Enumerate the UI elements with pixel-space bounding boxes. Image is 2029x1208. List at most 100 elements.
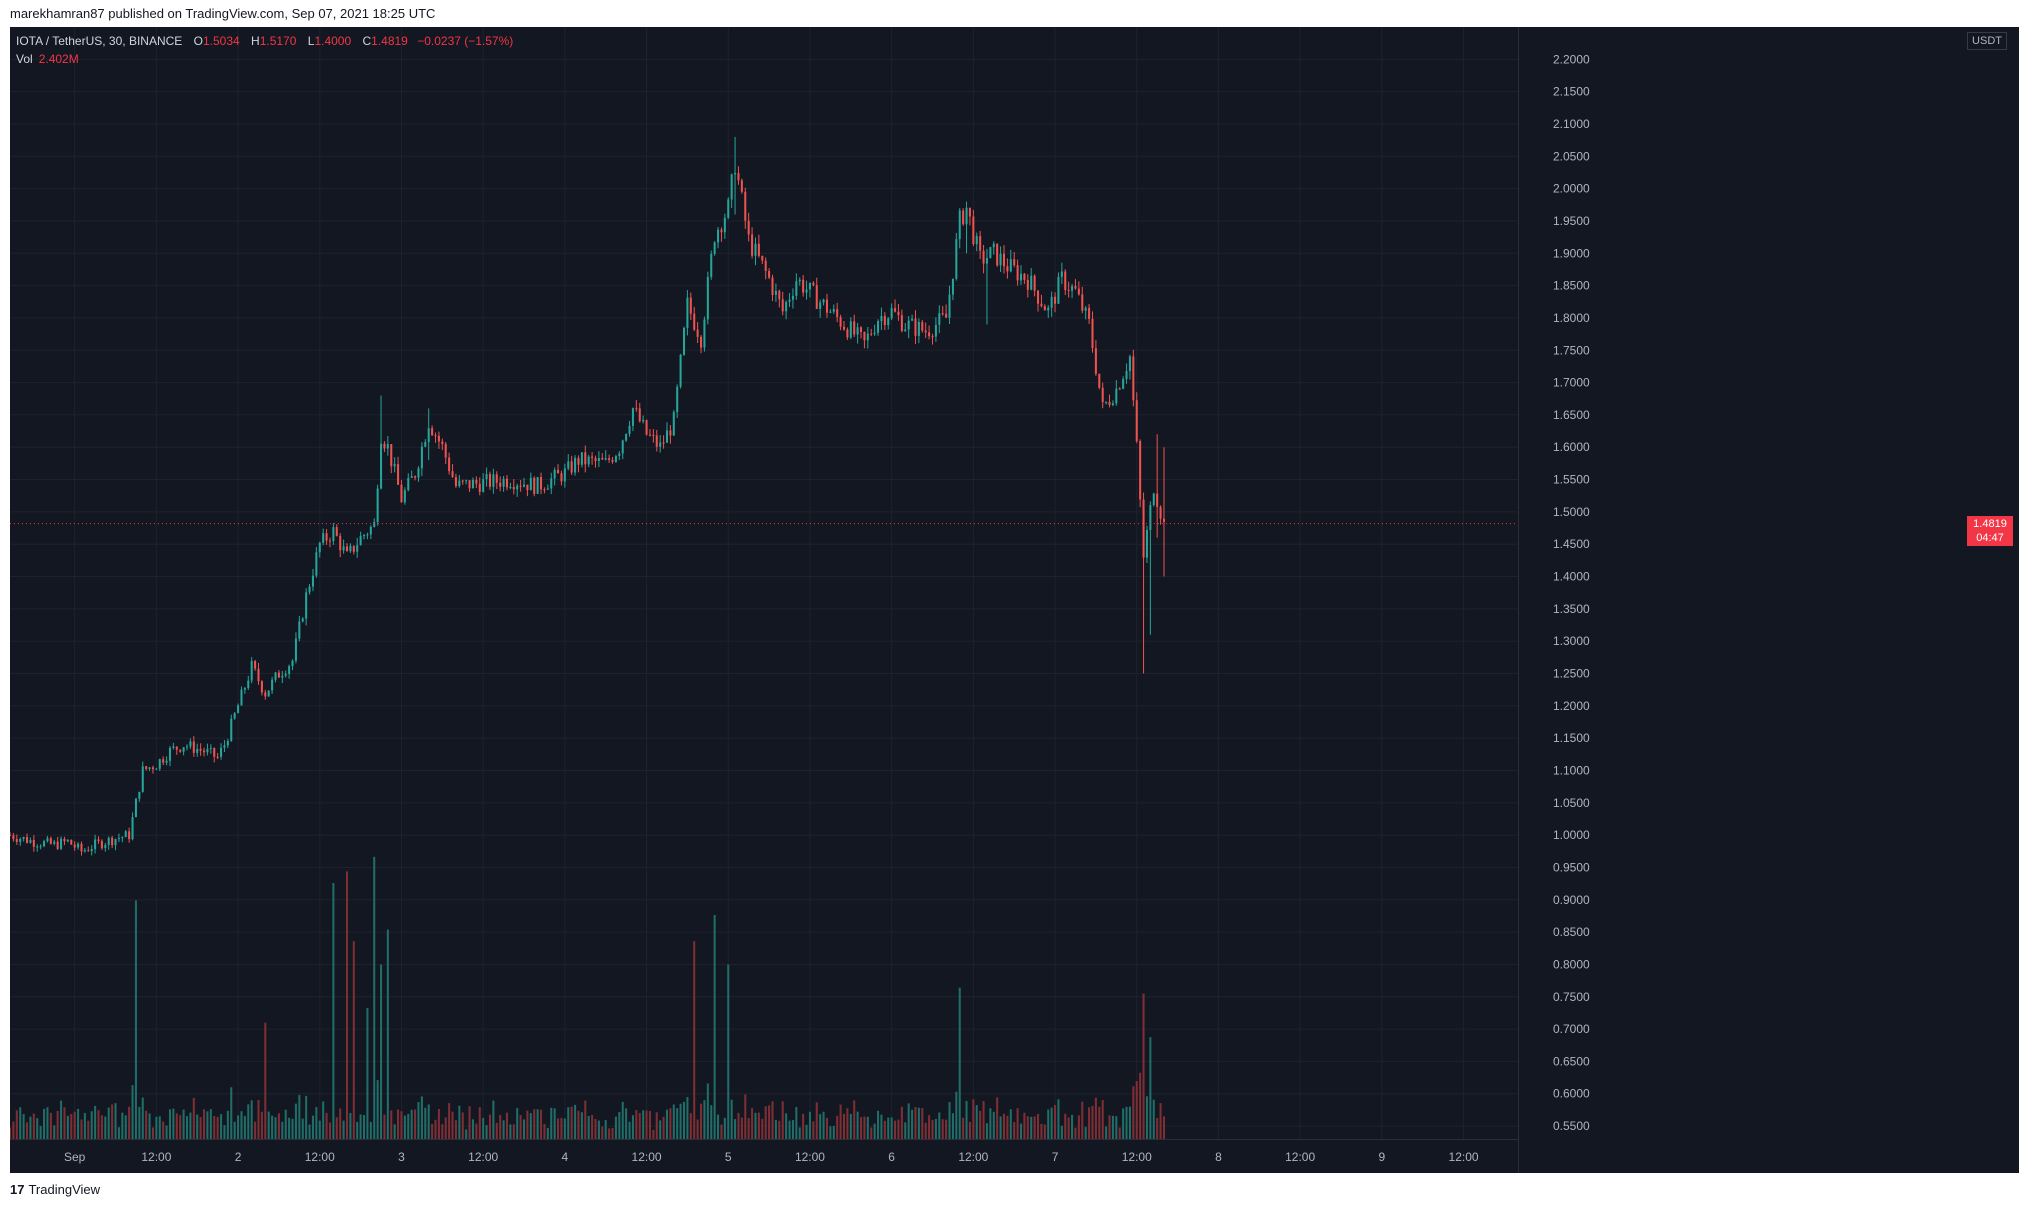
candle-body bbox=[100, 840, 103, 849]
volume-bar bbox=[294, 1103, 297, 1139]
volume-bar bbox=[172, 1108, 175, 1139]
volume-bar bbox=[189, 1112, 192, 1139]
volume-bar bbox=[22, 1114, 25, 1139]
volume-bar bbox=[805, 1124, 808, 1139]
candle-body bbox=[151, 767, 154, 770]
volume-bar bbox=[104, 1116, 107, 1139]
candle-body bbox=[502, 478, 505, 487]
time-tick-label: 3 bbox=[398, 1150, 405, 1164]
volume-bar bbox=[495, 1122, 498, 1139]
candle-body bbox=[393, 464, 396, 467]
volume-bar bbox=[1037, 1114, 1040, 1139]
volume-bar bbox=[369, 1121, 372, 1139]
candle-body bbox=[689, 297, 692, 314]
volume-bar bbox=[1094, 1097, 1097, 1139]
volume-bar bbox=[512, 1124, 515, 1139]
volume-bar bbox=[543, 1124, 546, 1139]
price-tick-label: 1.9000 bbox=[1553, 246, 1590, 260]
candle-body bbox=[383, 443, 386, 449]
candle-body bbox=[778, 290, 781, 300]
candle-body bbox=[254, 661, 257, 669]
candle-body bbox=[1002, 253, 1006, 267]
volume-bar bbox=[863, 1116, 866, 1139]
candle-body bbox=[488, 474, 491, 487]
volume-bar bbox=[846, 1108, 849, 1139]
volume-bar bbox=[693, 941, 696, 1139]
volume-bar bbox=[359, 1114, 362, 1139]
price-tick-label: 0.6500 bbox=[1553, 1054, 1590, 1068]
candle-body bbox=[97, 839, 100, 841]
candle-body bbox=[917, 321, 920, 336]
volume-bar bbox=[1054, 1105, 1057, 1139]
volume-bar bbox=[63, 1107, 66, 1139]
candle-body bbox=[795, 281, 798, 296]
candle-body bbox=[676, 386, 679, 413]
candle-body bbox=[87, 850, 90, 852]
candle-body bbox=[138, 791, 141, 799]
time-tick-label: 5 bbox=[725, 1150, 732, 1164]
volume-bar bbox=[815, 1102, 818, 1139]
volume-bar bbox=[553, 1108, 556, 1139]
volume-bar bbox=[638, 1112, 641, 1139]
candle-body bbox=[734, 173, 737, 175]
candle-body bbox=[454, 477, 457, 487]
volume-bar bbox=[230, 1087, 233, 1139]
volume-bar bbox=[274, 1117, 277, 1139]
volume-bar bbox=[911, 1109, 914, 1139]
volume-bar bbox=[291, 1118, 294, 1139]
candle-body bbox=[591, 456, 594, 459]
candle-body bbox=[645, 420, 648, 435]
volume-bar bbox=[121, 1112, 124, 1139]
candle-body bbox=[465, 480, 468, 482]
candle-body bbox=[53, 841, 56, 844]
candle-body bbox=[686, 297, 689, 328]
candle-body bbox=[543, 489, 546, 491]
volume-bar bbox=[945, 1119, 948, 1139]
tradingview-logo[interactable]: 17 TradingView bbox=[10, 1182, 100, 1197]
time-tick-label: 2 bbox=[235, 1150, 242, 1164]
chart-pane[interactable]: 2.2000 2.1500 2.1000 2.0500 2.0000 1.9500 1.90… bbox=[10, 27, 2019, 1173]
candle-body bbox=[859, 327, 863, 333]
candle-body bbox=[359, 535, 362, 546]
candle-body bbox=[601, 457, 604, 460]
candlestick-chart[interactable]: 2.2000 2.1500 2.1000 2.0500 2.0000 1.9500 1.90… bbox=[10, 27, 2019, 1173]
volume-bar bbox=[458, 1105, 461, 1139]
volume-bar bbox=[1077, 1115, 1080, 1139]
candle-body bbox=[737, 173, 740, 181]
candle-body bbox=[46, 838, 49, 842]
candle-body bbox=[825, 299, 828, 313]
volume-bar bbox=[522, 1119, 526, 1139]
volume-bar bbox=[584, 1100, 587, 1139]
volume-bar bbox=[185, 1116, 189, 1139]
candle-body bbox=[1084, 307, 1087, 311]
volume-bar bbox=[928, 1115, 931, 1139]
candle-body bbox=[32, 839, 35, 847]
volume-bar bbox=[982, 1101, 985, 1139]
candle-body bbox=[941, 313, 944, 315]
candle-body bbox=[70, 839, 73, 845]
volume-bar bbox=[203, 1109, 206, 1139]
candle-body bbox=[700, 336, 703, 348]
volume-bar bbox=[66, 1115, 69, 1139]
candle-body bbox=[264, 692, 267, 697]
volume-bar bbox=[1043, 1124, 1046, 1139]
candle-body bbox=[968, 207, 971, 217]
volume-bar bbox=[989, 1108, 992, 1139]
candle-body bbox=[499, 482, 502, 487]
volume-bar bbox=[271, 1115, 274, 1139]
volume-bar bbox=[832, 1125, 835, 1139]
currency-button[interactable]: USDT bbox=[1967, 32, 2007, 50]
volume-bar bbox=[168, 1109, 172, 1139]
candle-body bbox=[247, 680, 250, 689]
price-tick-label: 1.0000 bbox=[1553, 828, 1590, 842]
volume-bar bbox=[492, 1100, 495, 1139]
candle-body bbox=[512, 486, 515, 490]
candle-body bbox=[883, 316, 886, 326]
volume-bar bbox=[665, 1109, 669, 1139]
candle-body bbox=[386, 444, 389, 449]
candle-body bbox=[1050, 296, 1053, 308]
volume-bar bbox=[1142, 993, 1145, 1139]
candle-body bbox=[424, 442, 427, 447]
volume-bar bbox=[519, 1115, 522, 1139]
candle-body bbox=[376, 488, 379, 523]
